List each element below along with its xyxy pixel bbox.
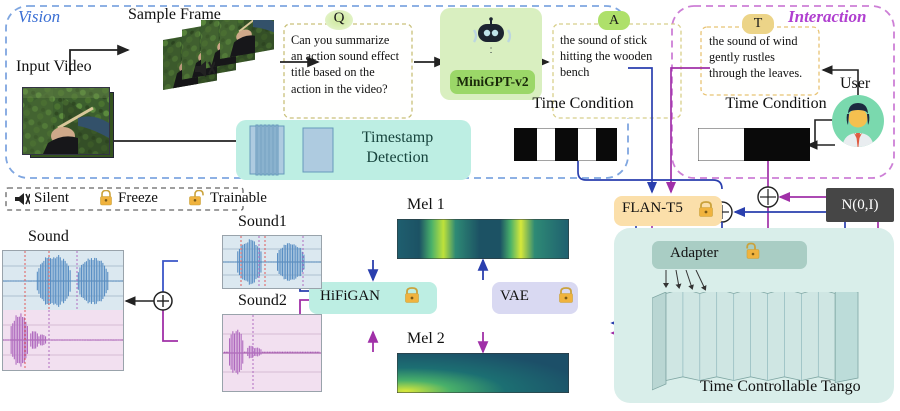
svg-text::: : xyxy=(490,45,493,56)
